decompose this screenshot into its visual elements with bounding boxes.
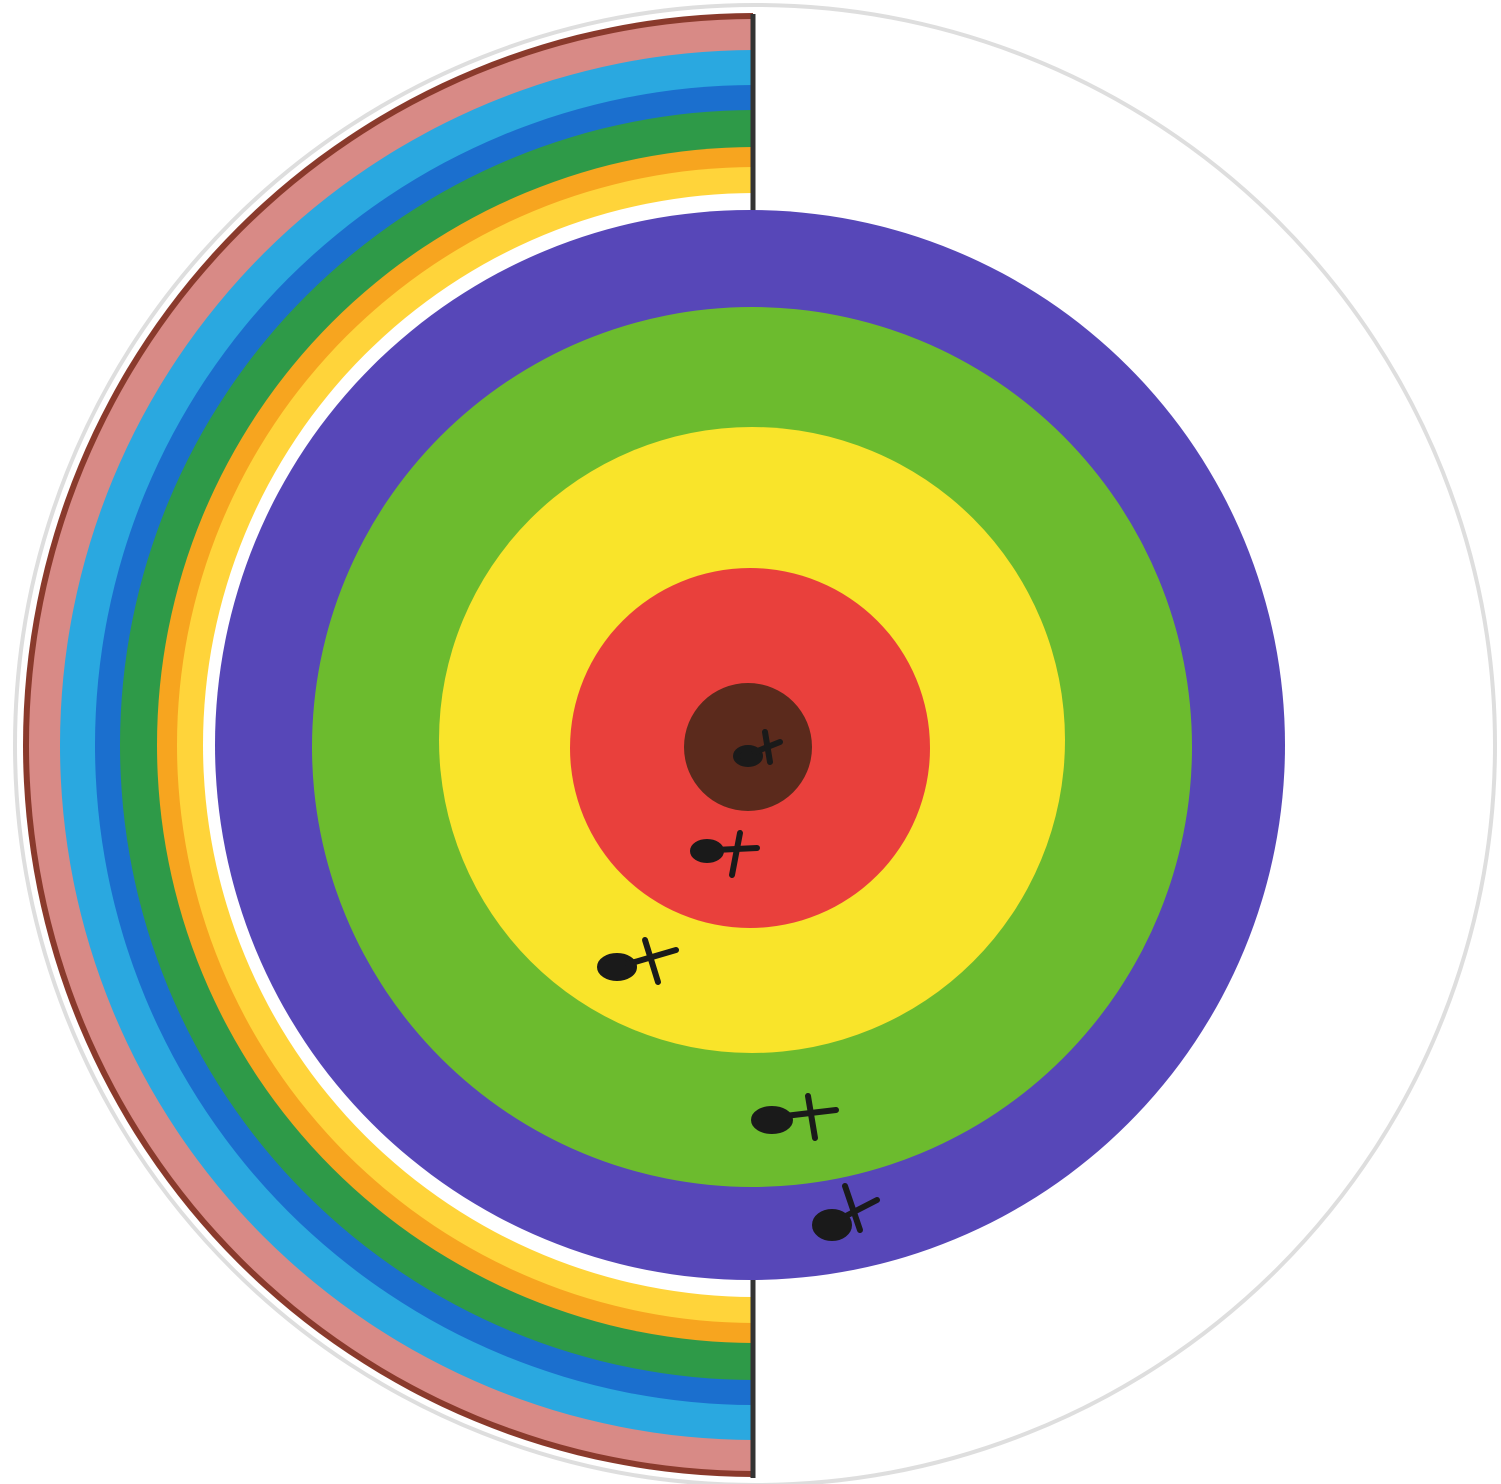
dart [597, 937, 679, 985]
dart [812, 1183, 880, 1241]
dart [733, 729, 783, 767]
outer-outline [13, 3, 1497, 1484]
dart [751, 1093, 839, 1141]
dart [690, 830, 760, 878]
darts [597, 729, 880, 1241]
